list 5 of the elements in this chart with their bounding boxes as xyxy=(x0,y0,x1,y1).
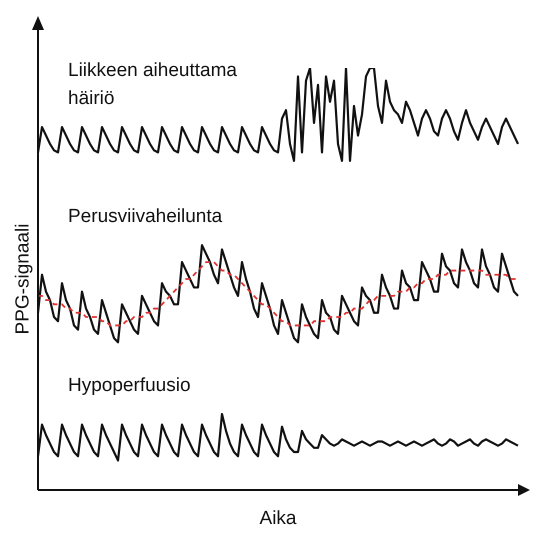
series-label: Perusviivaheilunta xyxy=(68,205,224,230)
y-axis-title: PPG-signaali xyxy=(12,224,34,334)
series-label: Hypoperfuusio xyxy=(68,374,192,398)
series-label: Liikkeen aiheuttama häiriö xyxy=(68,59,238,112)
x-axis-title: Aika xyxy=(260,508,297,529)
